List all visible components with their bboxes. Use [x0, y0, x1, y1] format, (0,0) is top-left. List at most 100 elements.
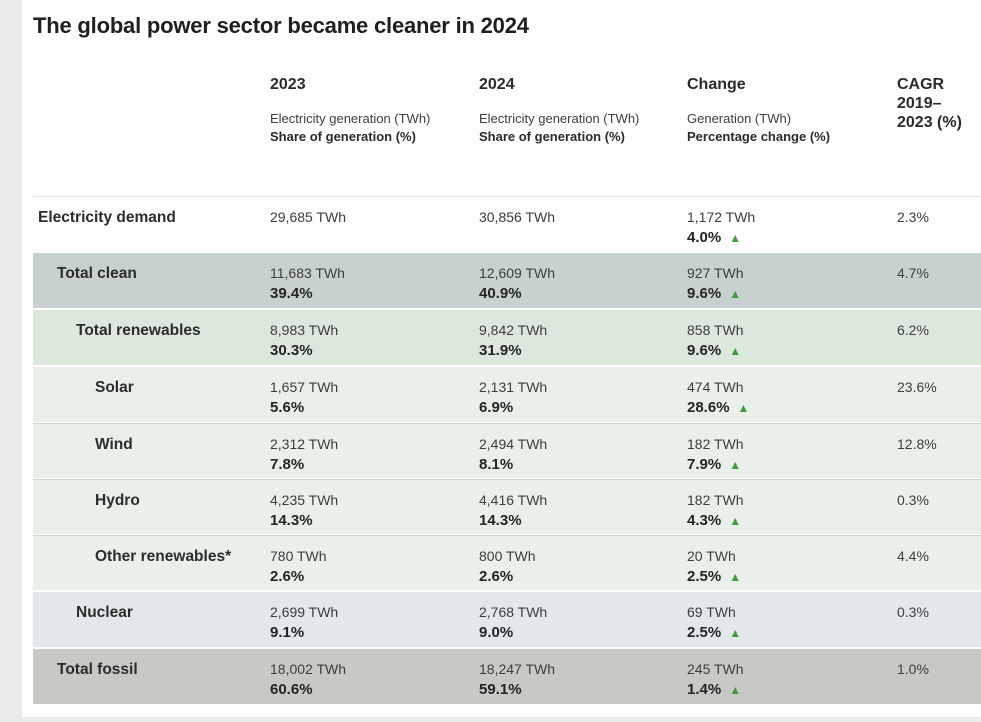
generation-2024-value: 2,131 TWh: [479, 379, 548, 395]
cell-2024: 9,842 TWh 31.9%: [479, 321, 687, 365]
change-generation-value: 20 TWh: [687, 548, 736, 564]
column-header-2024: 2024 Electricity generation (TWh) Share …: [479, 75, 687, 146]
cell-2023: 11,683 TWh 39.4%: [270, 264, 479, 308]
trend-up-icon: ▲: [729, 458, 742, 472]
generation-2023-value: 8,983 TWh: [270, 322, 339, 338]
cell-cagr: 4.4%: [897, 547, 981, 590]
change-percentage-value: 28.6%: [687, 399, 730, 416]
cell-change: 20 TWh 2.5% ▲: [687, 547, 897, 590]
column-subline-generation-2023: Electricity generation (TWh): [270, 111, 431, 126]
change-percentage-value: 4.0%: [687, 229, 722, 246]
generation-2024-value: 2,768 TWh: [479, 604, 548, 620]
row-label: Wind: [95, 436, 133, 453]
share-2024-value: 31.9%: [479, 342, 522, 359]
row-label: Total renewables: [76, 322, 201, 339]
header-spacer: [33, 75, 270, 146]
cell-2024: 2,494 TWh 8.1%: [479, 435, 687, 478]
row-label-cell: Hydro: [33, 491, 270, 534]
generation-2023-value: 780 TWh: [270, 548, 327, 564]
cell-2024: 2,131 TWh 6.9%: [479, 378, 687, 422]
cell-change: 927 TWh 9.6% ▲: [687, 264, 897, 308]
share-2023-value: 14.3%: [270, 512, 313, 529]
cell-2024: 800 TWh 2.6%: [479, 547, 687, 590]
cell-2023: 2,312 TWh 7.8%: [270, 435, 479, 478]
cell-2023: 18,002 TWh 60.6%: [270, 660, 479, 704]
change-percentage-line: 7.9% ▲: [687, 455, 889, 475]
column-label-change: Change: [687, 76, 746, 93]
generation-2024-value: 18,247 TWh: [479, 661, 556, 677]
generation-2023-value: 4,235 TWh: [270, 492, 339, 508]
table-row: Total renewables 8,983 TWh 30.3% 9,842 T…: [33, 310, 981, 365]
cagr-value: 6.2%: [897, 322, 929, 338]
generation-2024-value: 12,609 TWh: [479, 265, 556, 281]
change-generation-value: 245 TWh: [687, 661, 744, 677]
table-row: Other renewables* 780 TWh 2.6% 800 TWh 2…: [33, 535, 981, 590]
cagr-value: 2.3%: [897, 209, 929, 225]
cell-2023: 1,657 TWh 5.6%: [270, 378, 479, 422]
change-percentage-value: 2.5%: [687, 568, 722, 585]
generation-2023-value: 18,002 TWh: [270, 661, 347, 677]
change-percentage-line: 2.5% ▲: [687, 623, 889, 643]
row-label-cell: Nuclear: [33, 603, 270, 647]
share-2024-value: 8.1%: [479, 456, 514, 473]
change-percentage-value: 9.6%: [687, 342, 722, 359]
cell-2023: 4,235 TWh 14.3%: [270, 491, 479, 534]
table-row: Total clean 11,683 TWh 39.4% 12,609 TWh …: [33, 253, 981, 308]
column-header-2023: 2023 Electricity generation (TWh) Share …: [270, 75, 479, 146]
share-2024-value: 59.1%: [479, 681, 522, 698]
row-label-cell: Solar: [33, 378, 270, 422]
cell-2024: 2,768 TWh 9.0%: [479, 603, 687, 647]
table-row: Electricity demand 29,685 TWh 30,856 TWh…: [33, 196, 981, 251]
page-title: The global power sector became cleaner i…: [33, 13, 529, 38]
generation-2024-value: 9,842 TWh: [479, 322, 548, 338]
row-label-cell: Total fossil: [33, 660, 270, 704]
trend-up-icon: ▲: [729, 231, 742, 245]
cell-cagr: 6.2%: [897, 321, 981, 365]
column-subline-share-2024: Share of generation (%): [479, 129, 625, 144]
trend-up-icon: ▲: [729, 344, 742, 358]
cell-cagr: 0.3%: [897, 603, 981, 647]
table-body: Electricity demand 29,685 TWh 30,856 TWh…: [33, 196, 981, 704]
cell-change: 1,172 TWh 4.0% ▲: [687, 208, 897, 251]
cell-change: 69 TWh 2.5% ▲: [687, 603, 897, 647]
table-row: Nuclear 2,699 TWh 9.1% 2,768 TWh 9.0% 69…: [33, 592, 981, 647]
cell-2024: 30,856 TWh: [479, 208, 687, 251]
trend-up-icon: ▲: [729, 514, 742, 528]
column-subline-generation-change: Generation (TWh): [687, 111, 792, 126]
change-percentage-value: 1.4%: [687, 681, 722, 698]
column-label-2024: 2024: [479, 76, 515, 93]
share-2024-value: 40.9%: [479, 285, 522, 302]
column-label-2023: 2023: [270, 76, 306, 93]
content-card: The global power sector became cleaner i…: [22, 0, 981, 717]
share-2023-value: 30.3%: [270, 342, 313, 359]
cell-change: 182 TWh 4.3% ▲: [687, 491, 897, 534]
cagr-value: 0.3%: [897, 492, 929, 508]
cell-cagr: 0.3%: [897, 491, 981, 534]
cell-change: 474 TWh 28.6% ▲: [687, 378, 897, 422]
share-2024-value: 9.0%: [479, 624, 514, 641]
table-row: Wind 2,312 TWh 7.8% 2,494 TWh 8.1% 182 T…: [33, 423, 981, 478]
generation-2023-value: 29,685 TWh: [270, 209, 347, 225]
change-percentage-line: 9.6% ▲: [687, 284, 889, 304]
change-percentage-line: 9.6% ▲: [687, 341, 889, 361]
trend-up-icon: ▲: [737, 401, 750, 415]
share-2023-value: 5.6%: [270, 399, 305, 416]
change-percentage-value: 7.9%: [687, 456, 722, 473]
table-row: Hydro 4,235 TWh 14.3% 4,416 TWh 14.3% 18…: [33, 479, 981, 534]
generation-2023-value: 2,699 TWh: [270, 604, 339, 620]
change-percentage-line: 2.5% ▲: [687, 567, 889, 587]
column-subline-share-2023: Share of generation (%): [270, 129, 416, 144]
trend-up-icon: ▲: [729, 570, 742, 584]
change-percentage-line: 4.3% ▲: [687, 511, 889, 531]
change-generation-value: 858 TWh: [687, 322, 744, 338]
table-row: Solar 1,657 TWh 5.6% 2,131 TWh 6.9% 474 …: [33, 367, 981, 422]
generation-2023-value: 1,657 TWh: [270, 379, 339, 395]
row-label-cell: Wind: [33, 435, 270, 478]
share-2023-value: 9.1%: [270, 624, 305, 641]
cell-2024: 12,609 TWh 40.9%: [479, 264, 687, 308]
share-2024-value: 6.9%: [479, 399, 514, 416]
change-percentage-value: 2.5%: [687, 624, 722, 641]
cell-2023: 8,983 TWh 30.3%: [270, 321, 479, 365]
change-generation-value: 182 TWh: [687, 436, 744, 452]
cell-2023: 2,699 TWh 9.1%: [270, 603, 479, 647]
